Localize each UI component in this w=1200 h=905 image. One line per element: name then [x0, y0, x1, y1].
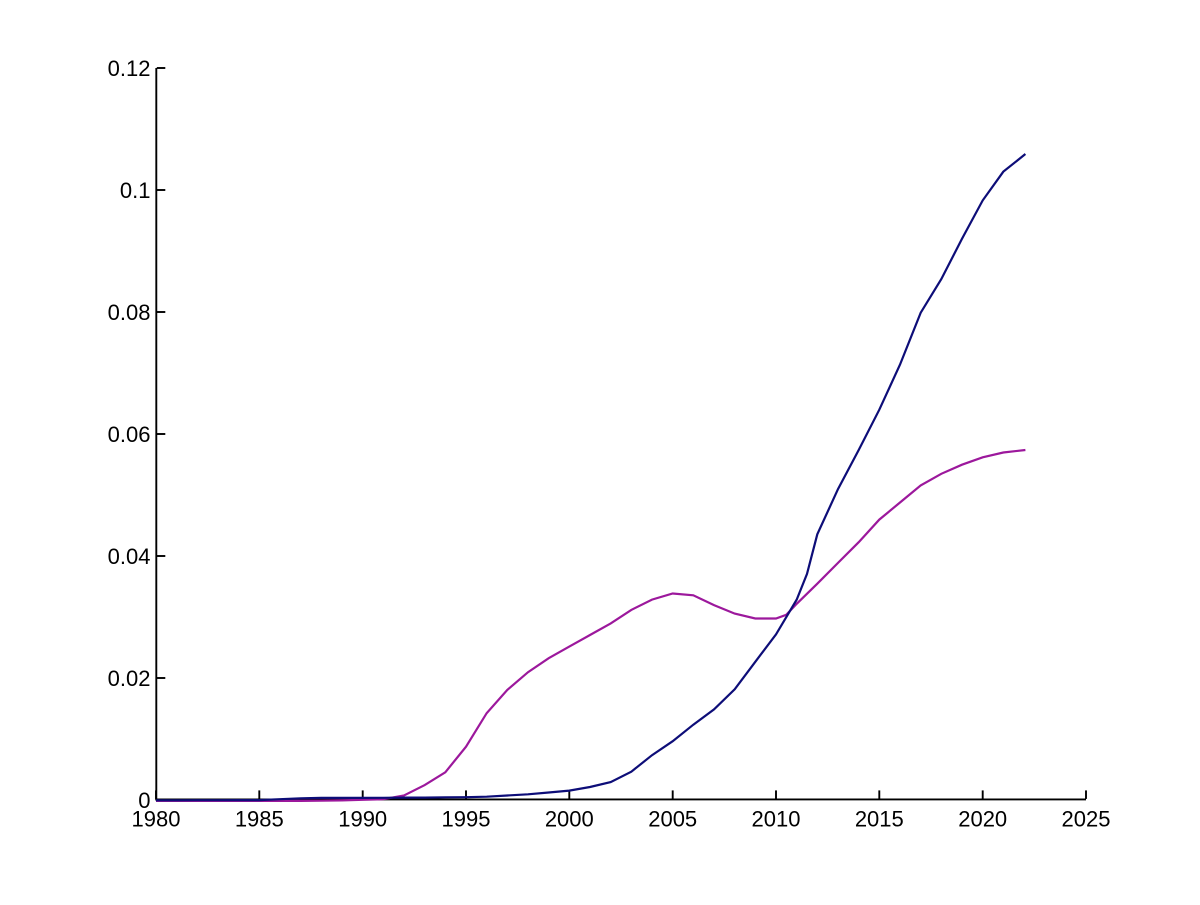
svg-text:0.02: 0.02	[108, 666, 151, 691]
svg-text:2000: 2000	[545, 807, 594, 832]
svg-text:0.06: 0.06	[108, 422, 151, 447]
svg-text:1980: 1980	[132, 807, 181, 832]
svg-text:0: 0	[138, 788, 150, 813]
svg-text:0.1: 0.1	[120, 178, 151, 203]
svg-text:1990: 1990	[338, 807, 387, 832]
svg-text:0.12: 0.12	[108, 56, 151, 81]
svg-text:1995: 1995	[442, 807, 491, 832]
svg-text:1985: 1985	[235, 807, 284, 832]
svg-text:2015: 2015	[855, 807, 904, 832]
svg-text:0.08: 0.08	[108, 300, 151, 325]
svg-text:0.04: 0.04	[108, 544, 151, 569]
svg-text:2005: 2005	[648, 807, 697, 832]
svg-text:2020: 2020	[958, 807, 1007, 832]
svg-text:2010: 2010	[752, 807, 801, 832]
svg-text:2025: 2025	[1062, 807, 1111, 832]
